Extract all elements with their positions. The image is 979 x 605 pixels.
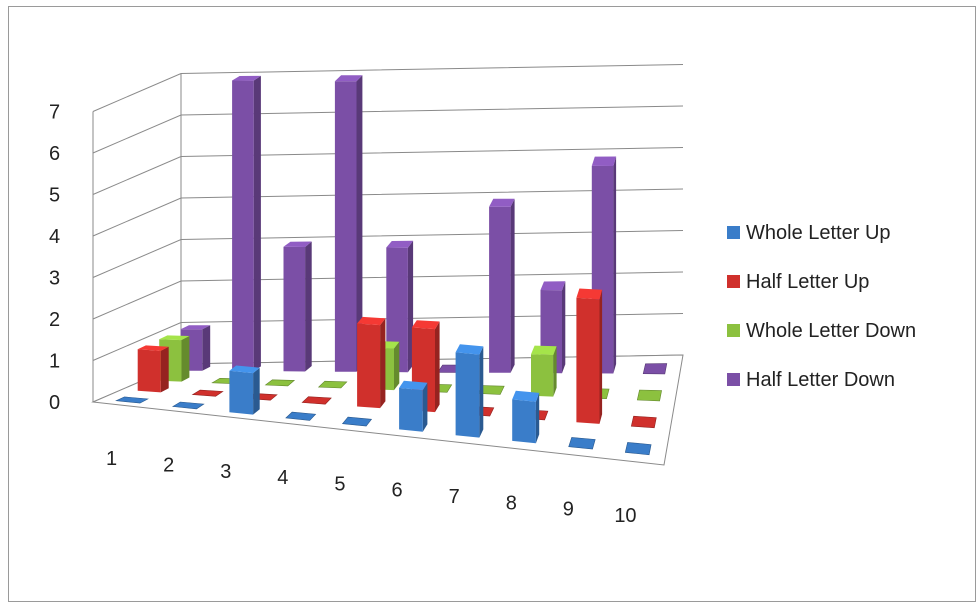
x-tick-label: 10 [614,505,636,527]
bar [137,345,169,393]
x-tick-label: 5 [334,473,345,495]
bar [455,344,484,438]
y-tick-label: 5 [49,185,60,207]
x-tick-label: 6 [391,480,402,502]
bar [576,288,603,424]
y-tick-label: 2 [49,309,60,331]
bar [334,75,363,372]
legend-swatch [727,324,740,337]
legend-label: Whole Letter Up [746,222,891,244]
bar [399,380,428,432]
x-tick-label: 4 [277,467,288,489]
bar [341,416,373,427]
legend-label: Half Letter Down [746,369,895,391]
x-tick-label: 7 [449,486,460,508]
bar [512,390,540,444]
y-tick-label: 1 [49,351,60,373]
x-tick-label: 9 [563,499,574,521]
bar [357,316,386,409]
x-tick-label: 1 [106,448,117,470]
bar [301,396,332,405]
bar [386,240,414,373]
y-tick-label: 4 [49,226,60,248]
legend-label: Half Letter Up [746,271,869,293]
bar [232,75,261,372]
chart-bars [115,75,668,456]
legend-label: Whole Letter Down [746,320,916,342]
legend-swatch [727,275,740,288]
bar [630,415,657,429]
bar [489,198,515,373]
y-axis-ticks: 0 1 2 3 4 5 6 7 [49,102,60,415]
x-tick-label: 3 [220,461,231,483]
bar [283,241,312,372]
bar [624,442,652,456]
bar [285,411,317,421]
legend: Whole Letter Up Half Letter Up Whole Lette… [727,222,916,391]
bar [531,345,557,397]
bar [229,365,260,415]
legend-swatch [727,226,740,239]
bar [568,437,596,450]
y-tick-label: 3 [49,268,60,290]
x-axis-ticks: 1 2 3 4 5 6 7 8 9 10 [106,448,637,527]
x-tick-label: 8 [506,492,517,514]
bar [264,379,296,387]
bar [636,389,662,402]
bar [317,380,348,389]
chart-frame: 0 1 2 3 4 5 6 7 1 2 3 4 5 6 7 8 9 10 Whole Letter Up Half… [8,6,976,602]
bar [642,363,668,375]
y-tick-label: 6 [49,143,60,165]
y-tick-label: 0 [49,392,60,414]
chart-3d-column: 0 1 2 3 4 5 6 7 1 2 3 4 5 6 7 8 9 10 Whole Letter Up Half… [49,64,916,527]
y-tick-label: 7 [49,102,60,124]
bar [191,389,224,397]
legend-swatch [727,373,740,386]
bar [115,396,149,404]
chart-walls [92,64,684,403]
x-tick-label: 2 [163,454,174,476]
bar [171,401,205,410]
